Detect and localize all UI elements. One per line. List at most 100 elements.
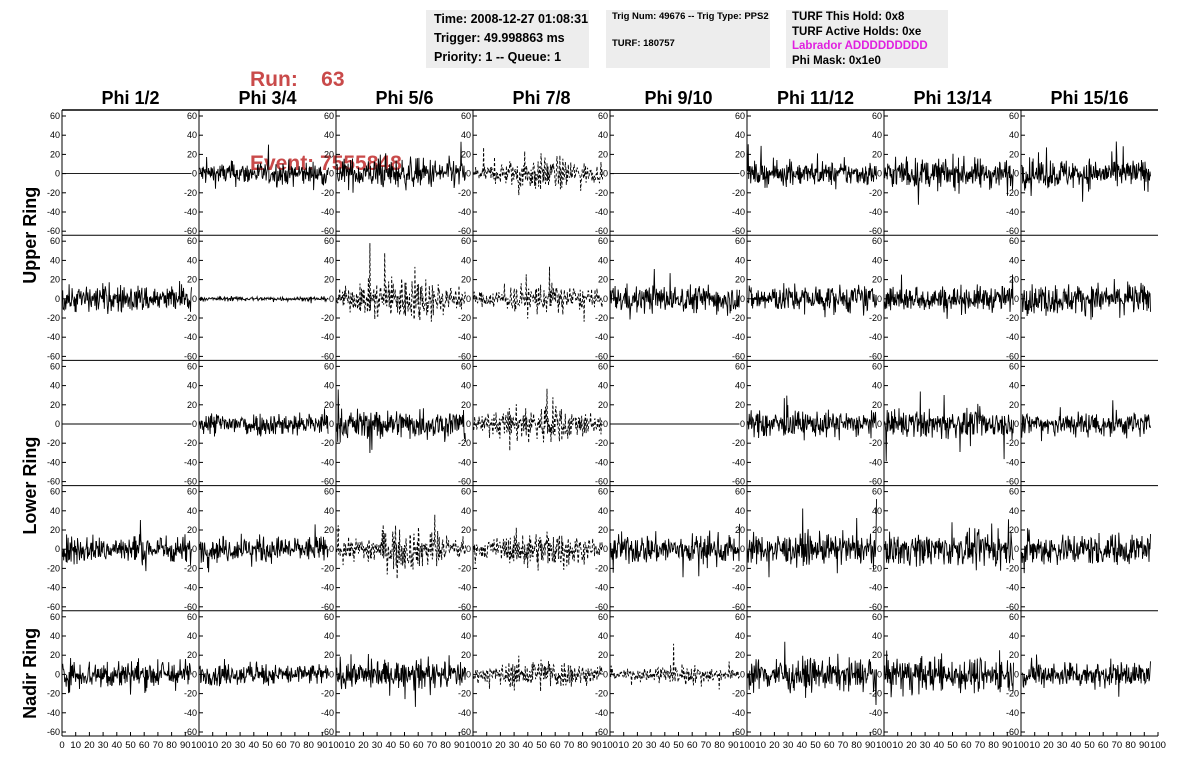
- y-tick-label: -60: [869, 226, 882, 236]
- y-tick-label: 60: [1009, 111, 1019, 121]
- x-tick-label: 70: [153, 740, 164, 751]
- y-tick-label: 40: [598, 506, 608, 516]
- y-tick-label: 40: [598, 381, 608, 391]
- waveform-trace: [884, 650, 1014, 698]
- x-tick-label: 80: [851, 740, 862, 751]
- y-tick-label: 20: [735, 275, 745, 285]
- y-tick-label: -20: [184, 689, 197, 699]
- y-tick-label: 60: [598, 236, 608, 246]
- x-tick-label: 40: [660, 740, 671, 751]
- waveform-trace: [747, 498, 877, 578]
- y-tick-label: -20: [595, 313, 608, 323]
- y-tick-label: -20: [184, 438, 197, 448]
- y-tick-label: -40: [184, 457, 197, 467]
- y-tick-label: 40: [1009, 130, 1019, 140]
- x-tick-label: 90: [865, 740, 876, 751]
- y-tick-label: -20: [732, 563, 745, 573]
- y-tick-label: 20: [872, 149, 882, 159]
- x-tick-label: 40: [523, 740, 534, 751]
- y-tick-label: 40: [1009, 381, 1019, 391]
- y-tick-label: 0: [1014, 669, 1019, 679]
- y-tick-label: 60: [324, 361, 334, 371]
- y-tick-label: -20: [1006, 188, 1019, 198]
- y-tick-label: 0: [1014, 169, 1019, 179]
- waveform-trace: [336, 141, 466, 193]
- y-tick-label: -20: [47, 313, 60, 323]
- y-tick-label: -20: [732, 313, 745, 323]
- y-tick-label: -60: [732, 727, 745, 737]
- x-tick-label: 80: [1125, 740, 1136, 751]
- waveform-trace: [1021, 400, 1151, 442]
- y-tick-label: -40: [595, 332, 608, 342]
- y-tick-label: -40: [869, 708, 882, 718]
- y-tick-label: 60: [187, 487, 197, 497]
- y-tick-label: 40: [735, 130, 745, 140]
- x-tick-label: 50: [262, 740, 273, 751]
- x-tick-label: 70: [564, 740, 575, 751]
- y-tick-label: 20: [1009, 400, 1019, 410]
- y-tick-label: -60: [732, 602, 745, 612]
- y-tick-label: 20: [324, 275, 334, 285]
- priority-text: Priority: 1 -- Queue: 1: [434, 50, 562, 64]
- column-title: Phi 13/14: [913, 88, 991, 108]
- y-tick-label: 0: [877, 294, 882, 304]
- time-info-box: Time: 2008-12-27 01:08:31 Trigger: 49.99…: [426, 10, 589, 68]
- y-tick-label: 20: [598, 275, 608, 285]
- y-tick-label: 60: [187, 361, 197, 371]
- y-tick-label: -60: [458, 477, 471, 487]
- y-tick-label: 60: [598, 487, 608, 497]
- y-tick-label: 0: [740, 169, 745, 179]
- x-tick-label: 40: [386, 740, 397, 751]
- y-tick-label: 40: [1009, 631, 1019, 641]
- y-tick-label: 20: [50, 400, 60, 410]
- y-tick-label: 20: [735, 400, 745, 410]
- y-tick-label: -40: [184, 708, 197, 718]
- y-tick-label: 0: [740, 669, 745, 679]
- y-tick-label: 40: [598, 130, 608, 140]
- y-tick-label: 20: [324, 525, 334, 535]
- y-tick-label: 40: [187, 631, 197, 641]
- y-tick-label: 60: [324, 111, 334, 121]
- waveform-grid: Phi 1/2 Phi 3/4 Phi 5/6 Phi 7/8 Phi 9/10 Phi …: [20, 88, 1166, 751]
- y-tick-label: -20: [458, 188, 471, 198]
- x-tick-label: 10: [70, 740, 81, 751]
- x-tick-label: 20: [632, 740, 643, 751]
- y-tick-label: 20: [1009, 650, 1019, 660]
- y-tick-label: -20: [1006, 438, 1019, 448]
- y-tick-label: -20: [869, 188, 882, 198]
- y-tick-label: 0: [329, 544, 334, 554]
- y-tick-label: 0: [466, 419, 471, 429]
- y-tick-label: -60: [47, 727, 60, 737]
- y-tick-label: 40: [324, 506, 334, 516]
- labrador-text: Labrador ADDDDDDDDD: [792, 40, 928, 52]
- x-tick-label: 60: [824, 740, 835, 751]
- y-tick-label: 40: [461, 631, 471, 641]
- x-tick-label: 20: [1043, 740, 1054, 751]
- x-tick-label: 30: [235, 740, 246, 751]
- y-tick-label: -40: [732, 332, 745, 342]
- y-tick-label: 20: [1009, 525, 1019, 535]
- y-tick-label: 40: [50, 631, 60, 641]
- y-tick-label: -40: [47, 332, 60, 342]
- x-tick-label: 30: [372, 740, 383, 751]
- run-number: Run: 63: [250, 68, 345, 91]
- ring-label: Upper Ring: [20, 187, 40, 284]
- y-tick-label: -20: [321, 188, 334, 198]
- y-tick-label: 40: [735, 255, 745, 265]
- y-tick-label: -60: [595, 727, 608, 737]
- y-tick-label: -20: [184, 188, 197, 198]
- waveform-trace: [473, 266, 603, 322]
- x-tick-label: 50: [673, 740, 684, 751]
- y-tick-label: -40: [184, 207, 197, 217]
- y-tick-label: 0: [329, 169, 334, 179]
- y-tick-label: -60: [595, 226, 608, 236]
- y-tick-label: -60: [732, 477, 745, 487]
- column-title: Phi 15/16: [1050, 88, 1128, 108]
- y-tick-label: -20: [184, 563, 197, 573]
- y-tick-label: 40: [598, 255, 608, 265]
- y-tick-label: 0: [55, 419, 60, 429]
- y-tick-label: -20: [869, 313, 882, 323]
- waveform-trace: [336, 514, 466, 579]
- y-tick-label: 0: [1014, 294, 1019, 304]
- y-tick-label: -20: [595, 689, 608, 699]
